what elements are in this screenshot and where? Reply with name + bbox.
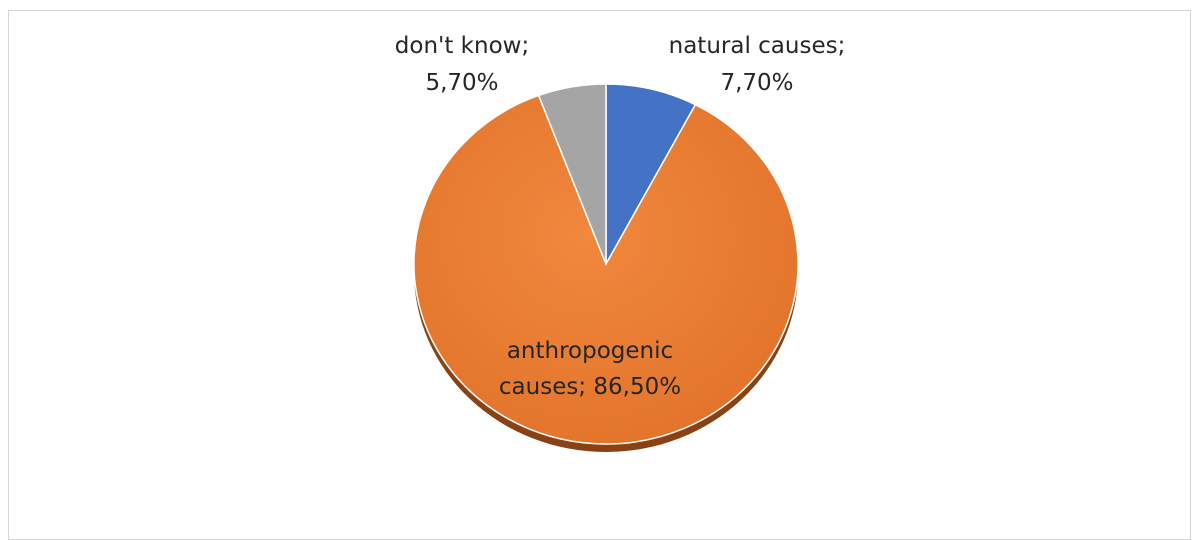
pie-slice-anthropogenic-causes xyxy=(413,94,799,445)
slice-label-line1: natural causes; xyxy=(669,33,846,59)
pie-slices xyxy=(413,83,799,445)
slice-label-line1: don't know; xyxy=(395,33,529,59)
slice-label-line1: anthropogenic xyxy=(507,338,673,364)
pie-slice-don-t-know xyxy=(537,83,607,265)
slice-label-line2: 7,70% xyxy=(720,70,793,96)
slice-label-line2: causes; 86,50% xyxy=(499,374,681,400)
pie-slice-natural-causes xyxy=(605,83,697,267)
pie-labels: natural causes; 7,70% anthropogenic causes;… xyxy=(395,33,846,400)
slice-label-line2: 5,70% xyxy=(425,70,498,96)
